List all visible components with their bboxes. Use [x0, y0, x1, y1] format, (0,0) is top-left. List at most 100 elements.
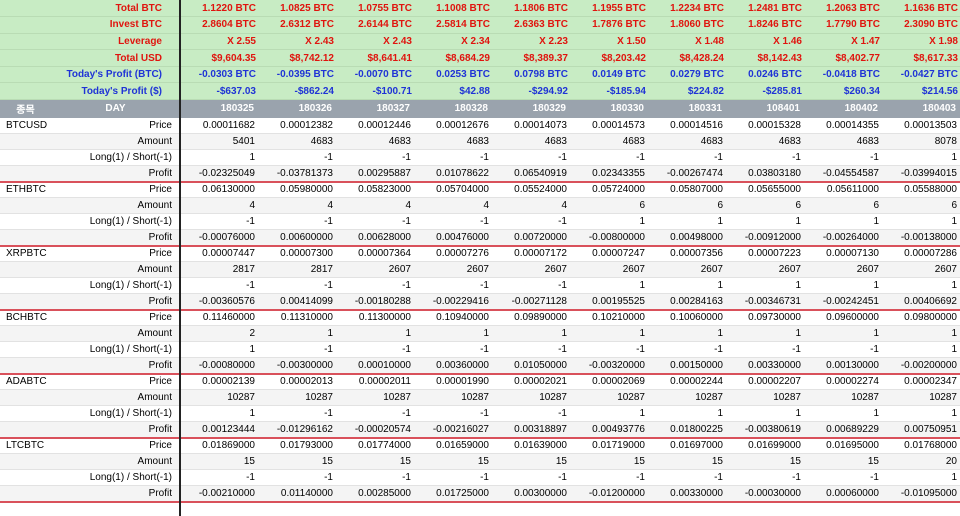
- value-cell[interactable]: 6: [804, 197, 882, 215]
- value-cell[interactable]: -0.00271128: [492, 293, 570, 311]
- value-cell[interactable]: 0.00300000: [492, 485, 570, 503]
- value-cell[interactable]: 0.01768000: [882, 437, 960, 455]
- summary-value-cell[interactable]: $8,428.24: [648, 49, 726, 67]
- blank-cell[interactable]: [0, 229, 51, 247]
- blank-cell[interactable]: [0, 33, 51, 51]
- value-cell[interactable]: 0.00002347: [882, 373, 960, 391]
- value-cell[interactable]: -0.01095000: [882, 485, 960, 503]
- summary-value-cell[interactable]: X 2.55: [180, 33, 258, 51]
- value-cell[interactable]: 1: [882, 213, 960, 231]
- value-cell[interactable]: 0.06130000: [180, 181, 258, 199]
- summary-label[interactable]: Total BTC: [51, 0, 180, 18]
- value-cell[interactable]: -0.00380619: [726, 421, 804, 439]
- value-cell[interactable]: 4683: [570, 133, 648, 151]
- row-label-cell[interactable]: Long(1) / Short(-1): [51, 149, 180, 167]
- value-cell[interactable]: 0.00007276: [414, 245, 492, 263]
- value-cell[interactable]: 20: [882, 453, 960, 471]
- value-cell[interactable]: -0.00210000: [180, 485, 258, 503]
- value-cell[interactable]: 15: [570, 453, 648, 471]
- value-cell[interactable]: 0.00295887: [336, 165, 414, 183]
- value-cell[interactable]: 4: [336, 197, 414, 215]
- header-date-cell[interactable]: 180329: [492, 99, 570, 118]
- blank-cell[interactable]: [0, 453, 51, 471]
- header-day[interactable]: DAY: [51, 99, 180, 118]
- value-cell[interactable]: 10287: [570, 389, 648, 407]
- value-cell[interactable]: 0.00002069: [570, 373, 648, 391]
- summary-value-cell[interactable]: $8,684.29: [414, 49, 492, 67]
- summary-value-cell[interactable]: 1.1220 BTC: [180, 0, 258, 18]
- summary-value-cell[interactable]: -0.0070 BTC: [336, 66, 414, 84]
- summary-value-cell[interactable]: -0.0418 BTC: [804, 66, 882, 84]
- header-date-cell[interactable]: 180328: [414, 99, 492, 118]
- value-cell[interactable]: -1: [570, 469, 648, 487]
- summary-value-cell[interactable]: 1.2481 BTC: [726, 0, 804, 18]
- value-cell[interactable]: 15: [180, 453, 258, 471]
- value-cell[interactable]: 0.00123444: [180, 421, 258, 439]
- summary-value-cell[interactable]: 1.1955 BTC: [570, 0, 648, 18]
- value-cell[interactable]: 15: [804, 453, 882, 471]
- value-cell[interactable]: 6: [570, 197, 648, 215]
- blank-cell[interactable]: [0, 213, 51, 231]
- value-cell[interactable]: 10287: [804, 389, 882, 407]
- value-cell[interactable]: 0.00002021: [492, 373, 570, 391]
- row-label-cell[interactable]: Amount: [51, 133, 180, 151]
- summary-value-cell[interactable]: -$100.71: [336, 82, 414, 101]
- row-label-cell[interactable]: Price: [51, 437, 180, 455]
- summary-value-cell[interactable]: $224.82: [648, 82, 726, 101]
- symbol-cell[interactable]: ETHBTC: [0, 181, 51, 199]
- summary-value-cell[interactable]: 2.6144 BTC: [336, 16, 414, 34]
- value-cell[interactable]: 1: [258, 325, 336, 343]
- row-label-cell[interactable]: Price: [51, 373, 180, 391]
- summary-value-cell[interactable]: X 2.43: [336, 33, 414, 51]
- value-cell[interactable]: 6: [726, 197, 804, 215]
- value-cell[interactable]: -0.00264000: [804, 229, 882, 247]
- blank-cell[interactable]: [0, 16, 51, 34]
- value-cell[interactable]: 0.00001990: [414, 373, 492, 391]
- summary-value-cell[interactable]: $8,142.43: [726, 49, 804, 67]
- header-date-cell[interactable]: 180331: [648, 99, 726, 118]
- row-label-cell[interactable]: Price: [51, 309, 180, 327]
- value-cell[interactable]: 2607: [492, 261, 570, 279]
- value-cell[interactable]: 0.00330000: [726, 357, 804, 375]
- value-cell[interactable]: 0.00406692: [882, 293, 960, 311]
- value-cell[interactable]: 1: [726, 325, 804, 343]
- value-cell[interactable]: -1: [492, 213, 570, 231]
- value-cell[interactable]: 0.05524000: [492, 181, 570, 199]
- header-date-cell[interactable]: 180325: [180, 99, 258, 118]
- row-label-cell[interactable]: Long(1) / Short(-1): [51, 469, 180, 487]
- value-cell[interactable]: 0.01078622: [414, 165, 492, 183]
- blank-cell[interactable]: [0, 469, 51, 487]
- value-cell[interactable]: -1: [414, 149, 492, 167]
- value-cell[interactable]: 4683: [258, 133, 336, 151]
- value-cell[interactable]: 2607: [336, 261, 414, 279]
- value-cell[interactable]: -0.00320000: [570, 357, 648, 375]
- value-cell[interactable]: 0.00150000: [648, 357, 726, 375]
- value-cell[interactable]: 1: [882, 341, 960, 359]
- value-cell[interactable]: 0.00011682: [180, 117, 258, 135]
- value-cell[interactable]: -0.00267474: [648, 165, 726, 183]
- value-cell[interactable]: 2607: [804, 261, 882, 279]
- summary-value-cell[interactable]: $8,203.42: [570, 49, 648, 67]
- value-cell[interactable]: -1: [180, 277, 258, 295]
- value-cell[interactable]: 0.00060000: [804, 485, 882, 503]
- value-cell[interactable]: 4683: [648, 133, 726, 151]
- value-cell[interactable]: 0.09730000: [726, 309, 804, 327]
- value-cell[interactable]: 0.00720000: [492, 229, 570, 247]
- row-label-cell[interactable]: Long(1) / Short(-1): [51, 277, 180, 295]
- value-cell[interactable]: -1: [414, 277, 492, 295]
- summary-value-cell[interactable]: $260.34: [804, 82, 882, 101]
- summary-value-cell[interactable]: 1.1008 BTC: [414, 0, 492, 18]
- summary-value-cell[interactable]: 1.8246 BTC: [726, 16, 804, 34]
- summary-value-cell[interactable]: $8,402.77: [804, 49, 882, 67]
- blank-cell[interactable]: [0, 165, 51, 183]
- row-label-cell[interactable]: Long(1) / Short(-1): [51, 405, 180, 423]
- summary-value-cell[interactable]: -$185.94: [570, 82, 648, 101]
- value-cell[interactable]: 1: [414, 325, 492, 343]
- value-cell[interactable]: 0.00012382: [258, 117, 336, 135]
- value-cell[interactable]: 4: [492, 197, 570, 215]
- value-cell[interactable]: 0.00002274: [804, 373, 882, 391]
- value-cell[interactable]: 1: [570, 277, 648, 295]
- value-cell[interactable]: 0.09600000: [804, 309, 882, 327]
- value-cell[interactable]: 0.00014516: [648, 117, 726, 135]
- value-cell[interactable]: 0.00498000: [648, 229, 726, 247]
